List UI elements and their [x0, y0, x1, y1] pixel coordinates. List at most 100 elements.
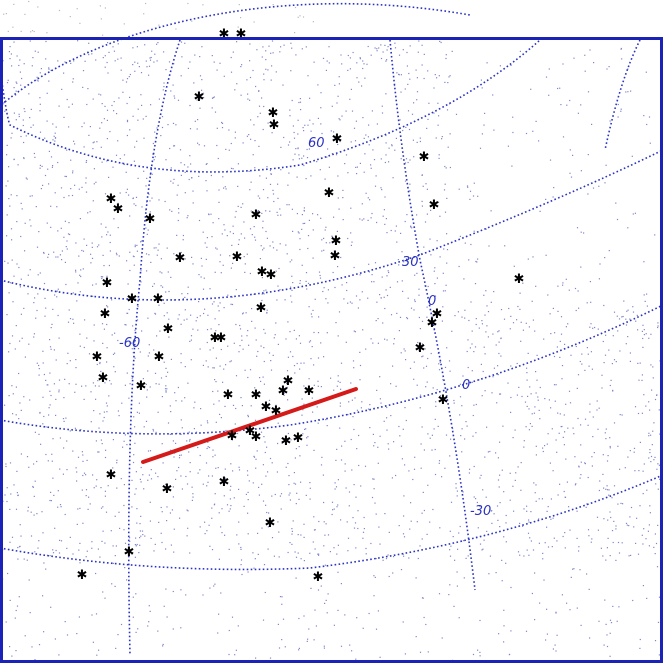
background-star — [470, 301, 472, 303]
background-star — [340, 388, 342, 390]
background-star — [421, 512, 423, 514]
background-star — [289, 499, 291, 501]
background-star — [479, 651, 481, 653]
background-star — [609, 445, 611, 448]
background-star — [16, 221, 18, 223]
background-star — [336, 385, 338, 387]
background-star — [636, 517, 638, 519]
background-star — [297, 231, 299, 233]
background-star — [218, 613, 220, 615]
background-star — [344, 440, 346, 442]
background-star — [189, 462, 191, 464]
background-star — [587, 353, 589, 355]
background-star — [616, 315, 618, 317]
background-star — [61, 259, 63, 261]
background-star — [419, 137, 421, 139]
background-star — [145, 253, 148, 255]
background-star — [51, 166, 53, 168]
background-star — [293, 365, 296, 367]
background-star — [390, 229, 392, 232]
background-star — [153, 247, 155, 249]
background-star — [534, 330, 536, 332]
background-star — [477, 258, 479, 260]
background-star — [605, 428, 607, 430]
background-star — [87, 508, 89, 510]
background-star — [161, 116, 164, 118]
background-star — [67, 233, 70, 235]
background-star — [25, 177, 27, 179]
background-star — [575, 483, 577, 485]
background-star — [72, 172, 74, 174]
background-star — [221, 233, 223, 235]
background-star — [134, 357, 136, 359]
background-star — [62, 473, 64, 475]
background-star — [405, 126, 407, 128]
background-star — [158, 383, 160, 385]
background-star — [492, 333, 494, 335]
background-star — [198, 144, 200, 146]
background-star — [112, 439, 114, 441]
background-star — [49, 339, 51, 341]
background-star — [609, 555, 611, 557]
background-star — [365, 553, 367, 555]
background-star — [253, 567, 255, 569]
background-star — [104, 490, 106, 492]
background-star — [554, 332, 556, 334]
background-star — [179, 517, 181, 519]
background-star — [106, 109, 109, 111]
background-star — [626, 524, 628, 526]
background-star — [252, 154, 254, 156]
background-star — [140, 535, 142, 537]
catalog-object-marker: ✱ — [216, 331, 227, 346]
background-star — [107, 306, 109, 308]
background-star — [267, 471, 269, 473]
background-star — [216, 127, 218, 129]
background-star — [298, 232, 300, 234]
background-star — [413, 309, 415, 311]
background-star — [493, 291, 495, 293]
background-star — [568, 390, 571, 392]
background-star — [154, 312, 156, 314]
background-star — [622, 503, 624, 505]
background-star — [367, 197, 369, 199]
background-star — [231, 244, 233, 246]
background-star — [333, 624, 335, 626]
background-star — [92, 474, 94, 476]
background-star — [91, 53, 93, 55]
background-star — [433, 87, 435, 89]
background-star — [307, 282, 310, 284]
background-star — [139, 523, 141, 525]
background-star — [161, 511, 163, 513]
background-star — [192, 202, 194, 204]
background-star — [13, 87, 15, 89]
background-star — [338, 83, 340, 85]
background-star — [182, 239, 184, 241]
background-star — [232, 232, 234, 235]
background-star — [293, 482, 295, 484]
background-star — [399, 316, 402, 318]
background-star — [281, 596, 283, 598]
background-star — [599, 263, 601, 265]
background-star — [126, 260, 128, 262]
background-star — [31, 646, 33, 648]
background-star — [27, 510, 29, 512]
background-star — [189, 155, 191, 157]
background-star — [238, 469, 241, 471]
background-star — [575, 309, 577, 312]
background-star — [646, 123, 648, 126]
background-star — [74, 143, 76, 145]
background-star — [266, 166, 268, 168]
background-star — [207, 366, 209, 368]
background-star — [373, 445, 375, 447]
background-star — [446, 109, 449, 111]
background-star — [634, 406, 637, 408]
background-star — [546, 608, 548, 610]
background-star — [125, 81, 128, 83]
background-star — [90, 262, 92, 264]
background-star — [628, 525, 630, 527]
background-star — [126, 78, 129, 80]
catalog-object-marker: ✱ — [415, 341, 426, 356]
background-star — [166, 312, 168, 314]
background-star — [338, 311, 341, 313]
